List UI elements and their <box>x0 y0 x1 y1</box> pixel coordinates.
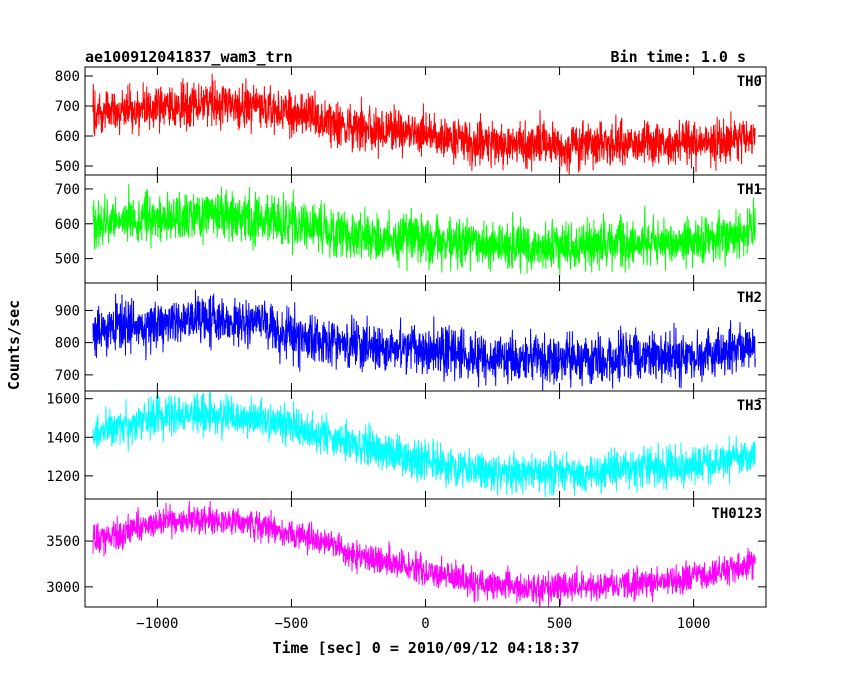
panel-label-th2: TH2 <box>737 290 762 306</box>
panel-label-th1: TH1 <box>737 182 762 198</box>
x-tick-label: −500 <box>275 616 309 632</box>
y-tick-label: 1600 <box>46 392 80 408</box>
y-tick-label: 700 <box>55 99 80 115</box>
y-tick-label: 600 <box>55 217 80 233</box>
y-tick-label: 800 <box>55 69 80 85</box>
y-tick-label: 700 <box>55 368 80 384</box>
y-tick-label: 3000 <box>46 580 80 596</box>
x-tick-label: 500 <box>547 616 572 632</box>
x-axis-label: Time [sec] 0 = 2010/09/12 04:18:37 <box>272 639 579 657</box>
panels-group: 500 600 700 800 TH0 500 600 700 TH1 700 800 900 TH2 1… <box>46 66 767 632</box>
y-tick-label: 500 <box>55 159 80 175</box>
series-line-th3 <box>92 392 756 498</box>
series-line-th0 <box>92 73 756 175</box>
y-tick-label: 500 <box>55 252 80 268</box>
chart-title: ae100912041837_wam3_trn <box>85 48 293 66</box>
y-tick-label: 600 <box>55 129 80 145</box>
y-axis-label: Counts/sec <box>5 300 23 390</box>
y-tick-label: 3500 <box>46 534 80 550</box>
y-tick-label: 700 <box>55 182 80 198</box>
y-tick-label: 1400 <box>46 430 80 446</box>
x-tick-label: −1000 <box>136 616 178 632</box>
panel-frame-th0123 <box>84 498 767 608</box>
series-line-th2 <box>92 289 756 391</box>
panel-label-th3: TH3 <box>737 398 762 414</box>
panel-label-th0: TH0 <box>737 74 762 90</box>
y-tick-label: 900 <box>55 303 80 319</box>
x-tick-label: 1000 <box>677 616 711 632</box>
bin-time-label: Bin time: 1.0 s <box>611 48 746 66</box>
series-line-th0123 <box>92 500 756 607</box>
panel-label-th0123: TH0123 <box>711 506 762 522</box>
series-line-th1 <box>92 183 756 275</box>
y-tick-label: 800 <box>55 336 80 352</box>
y-tick-label: 1200 <box>46 469 80 485</box>
x-tick-label: 0 <box>421 616 429 632</box>
